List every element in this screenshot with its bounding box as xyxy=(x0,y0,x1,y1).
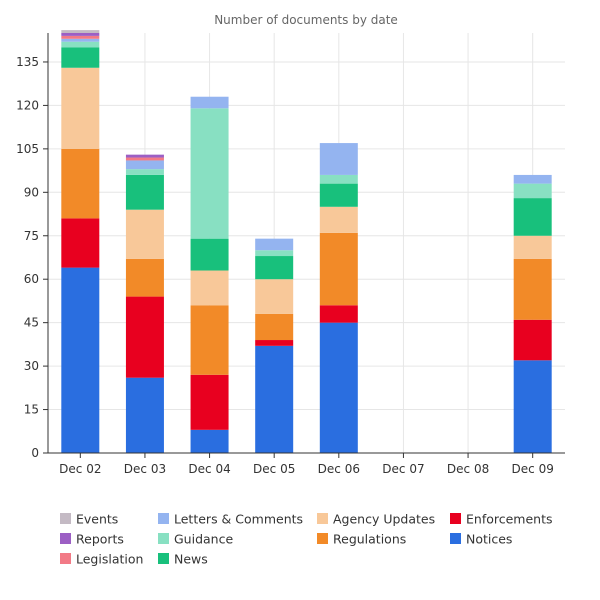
legend-swatch[interactable] xyxy=(450,533,461,544)
bar-segment[interactable] xyxy=(319,143,358,175)
y-tick-label: 90 xyxy=(24,185,39,199)
chart-title: Number of documents by date xyxy=(214,13,398,27)
x-tick-label: Dec 03 xyxy=(124,462,166,476)
bar-segment[interactable] xyxy=(125,160,164,170)
bar-segment[interactable] xyxy=(125,377,164,453)
bar-segment[interactable] xyxy=(61,38,100,42)
bar-segment[interactable] xyxy=(125,174,164,210)
y-tick-label: 105 xyxy=(16,142,39,156)
bar-segment[interactable] xyxy=(319,206,358,233)
y-tick-label: 120 xyxy=(16,98,39,112)
legend-swatch[interactable] xyxy=(158,553,169,564)
bar-segment[interactable] xyxy=(190,108,229,239)
bar-segment[interactable] xyxy=(190,429,229,453)
x-tick-label: Dec 07 xyxy=(382,462,424,476)
y-tick-label: 60 xyxy=(24,272,39,286)
bar-segment[interactable] xyxy=(61,218,100,268)
grid-layer xyxy=(48,33,565,453)
bar-segment[interactable] xyxy=(61,267,100,453)
axis-layer: 0 15 30 45 60 75 90 105 120 135 Dec 02 Dec 03 Dec 04… xyxy=(16,33,565,476)
bar-segment[interactable] xyxy=(319,322,358,453)
bar-segment[interactable] xyxy=(255,238,294,251)
legend-label[interactable]: Legislation xyxy=(76,552,143,567)
bar-segment[interactable] xyxy=(255,256,294,280)
bar-segment[interactable] xyxy=(513,198,552,236)
bar-layer xyxy=(61,30,552,453)
bar-segment[interactable] xyxy=(190,238,229,271)
bar-segment[interactable] xyxy=(513,360,552,453)
bar-segment[interactable] xyxy=(125,209,164,259)
bar-segment[interactable] xyxy=(255,340,294,346)
legend-label[interactable]: Reports xyxy=(76,532,124,547)
legend-swatch[interactable] xyxy=(317,533,328,544)
bar-segment[interactable] xyxy=(513,235,552,259)
bar-segment[interactable] xyxy=(190,374,229,430)
bar-segment[interactable] xyxy=(255,313,294,341)
x-tick-label: Dec 09 xyxy=(512,462,554,476)
bar-segment[interactable] xyxy=(319,232,358,306)
bar-segment[interactable] xyxy=(319,305,358,323)
legend-label[interactable]: News xyxy=(174,552,208,567)
y-tick-label: 45 xyxy=(24,316,39,330)
bar-segment[interactable] xyxy=(513,258,552,320)
legend-swatch[interactable] xyxy=(60,533,71,544)
bar-segment[interactable] xyxy=(190,96,229,109)
bar-segment[interactable] xyxy=(61,41,100,48)
x-tick-label: Dec 08 xyxy=(447,462,489,476)
bar-segment[interactable] xyxy=(61,148,100,219)
y-tick-label: 75 xyxy=(24,229,39,243)
bar-segment[interactable] xyxy=(125,258,164,297)
legend-label[interactable]: Enforcements xyxy=(466,512,553,527)
bar-segment[interactable] xyxy=(190,305,229,375)
x-tick-label: Dec 02 xyxy=(59,462,101,476)
y-tick-label: 30 xyxy=(24,359,39,373)
legend-label[interactable]: Events xyxy=(76,512,118,527)
bar-segment[interactable] xyxy=(61,67,100,149)
y-tick-label: 0 xyxy=(31,446,39,460)
bar-segment[interactable] xyxy=(255,345,294,453)
bar-segment[interactable] xyxy=(125,157,164,161)
legend-label[interactable]: Agency Updates xyxy=(333,512,435,527)
legend-swatch[interactable] xyxy=(158,513,169,524)
legend-label[interactable]: Regulations xyxy=(333,532,406,547)
x-tick-label: Dec 06 xyxy=(318,462,360,476)
legend-swatch[interactable] xyxy=(317,513,328,524)
bar-segment[interactable] xyxy=(61,47,100,68)
bar-segment[interactable] xyxy=(319,174,358,184)
bar-segment[interactable] xyxy=(255,250,294,257)
bar-segment[interactable] xyxy=(61,35,100,39)
bar-segment[interactable] xyxy=(61,30,100,33)
bar-segment[interactable] xyxy=(255,279,294,314)
bar-segment[interactable] xyxy=(513,183,552,199)
bar-segment[interactable] xyxy=(61,33,100,36)
y-tick-label: 15 xyxy=(24,403,39,417)
legend-swatch[interactable] xyxy=(450,513,461,524)
legend-label[interactable]: Guidance xyxy=(174,532,233,547)
legend: Events Letters & Comments Agency Updates En… xyxy=(60,512,553,567)
bar-segment[interactable] xyxy=(513,174,552,184)
bar-segment[interactable] xyxy=(125,296,164,378)
bar-segment[interactable] xyxy=(125,169,164,175)
legend-swatch[interactable] xyxy=(158,533,169,544)
legend-label[interactable]: Notices xyxy=(466,532,512,547)
legend-swatch[interactable] xyxy=(60,513,71,524)
x-tick-label: Dec 05 xyxy=(253,462,295,476)
bar-segment[interactable] xyxy=(319,183,358,207)
bar-segment[interactable] xyxy=(190,270,229,306)
x-tick-label: Dec 04 xyxy=(188,462,230,476)
bar-segment[interactable] xyxy=(125,154,164,158)
bar-segment[interactable] xyxy=(513,319,552,361)
y-tick-label: 135 xyxy=(16,55,39,69)
legend-label[interactable]: Letters & Comments xyxy=(174,512,303,527)
legend-swatch[interactable] xyxy=(60,553,71,564)
